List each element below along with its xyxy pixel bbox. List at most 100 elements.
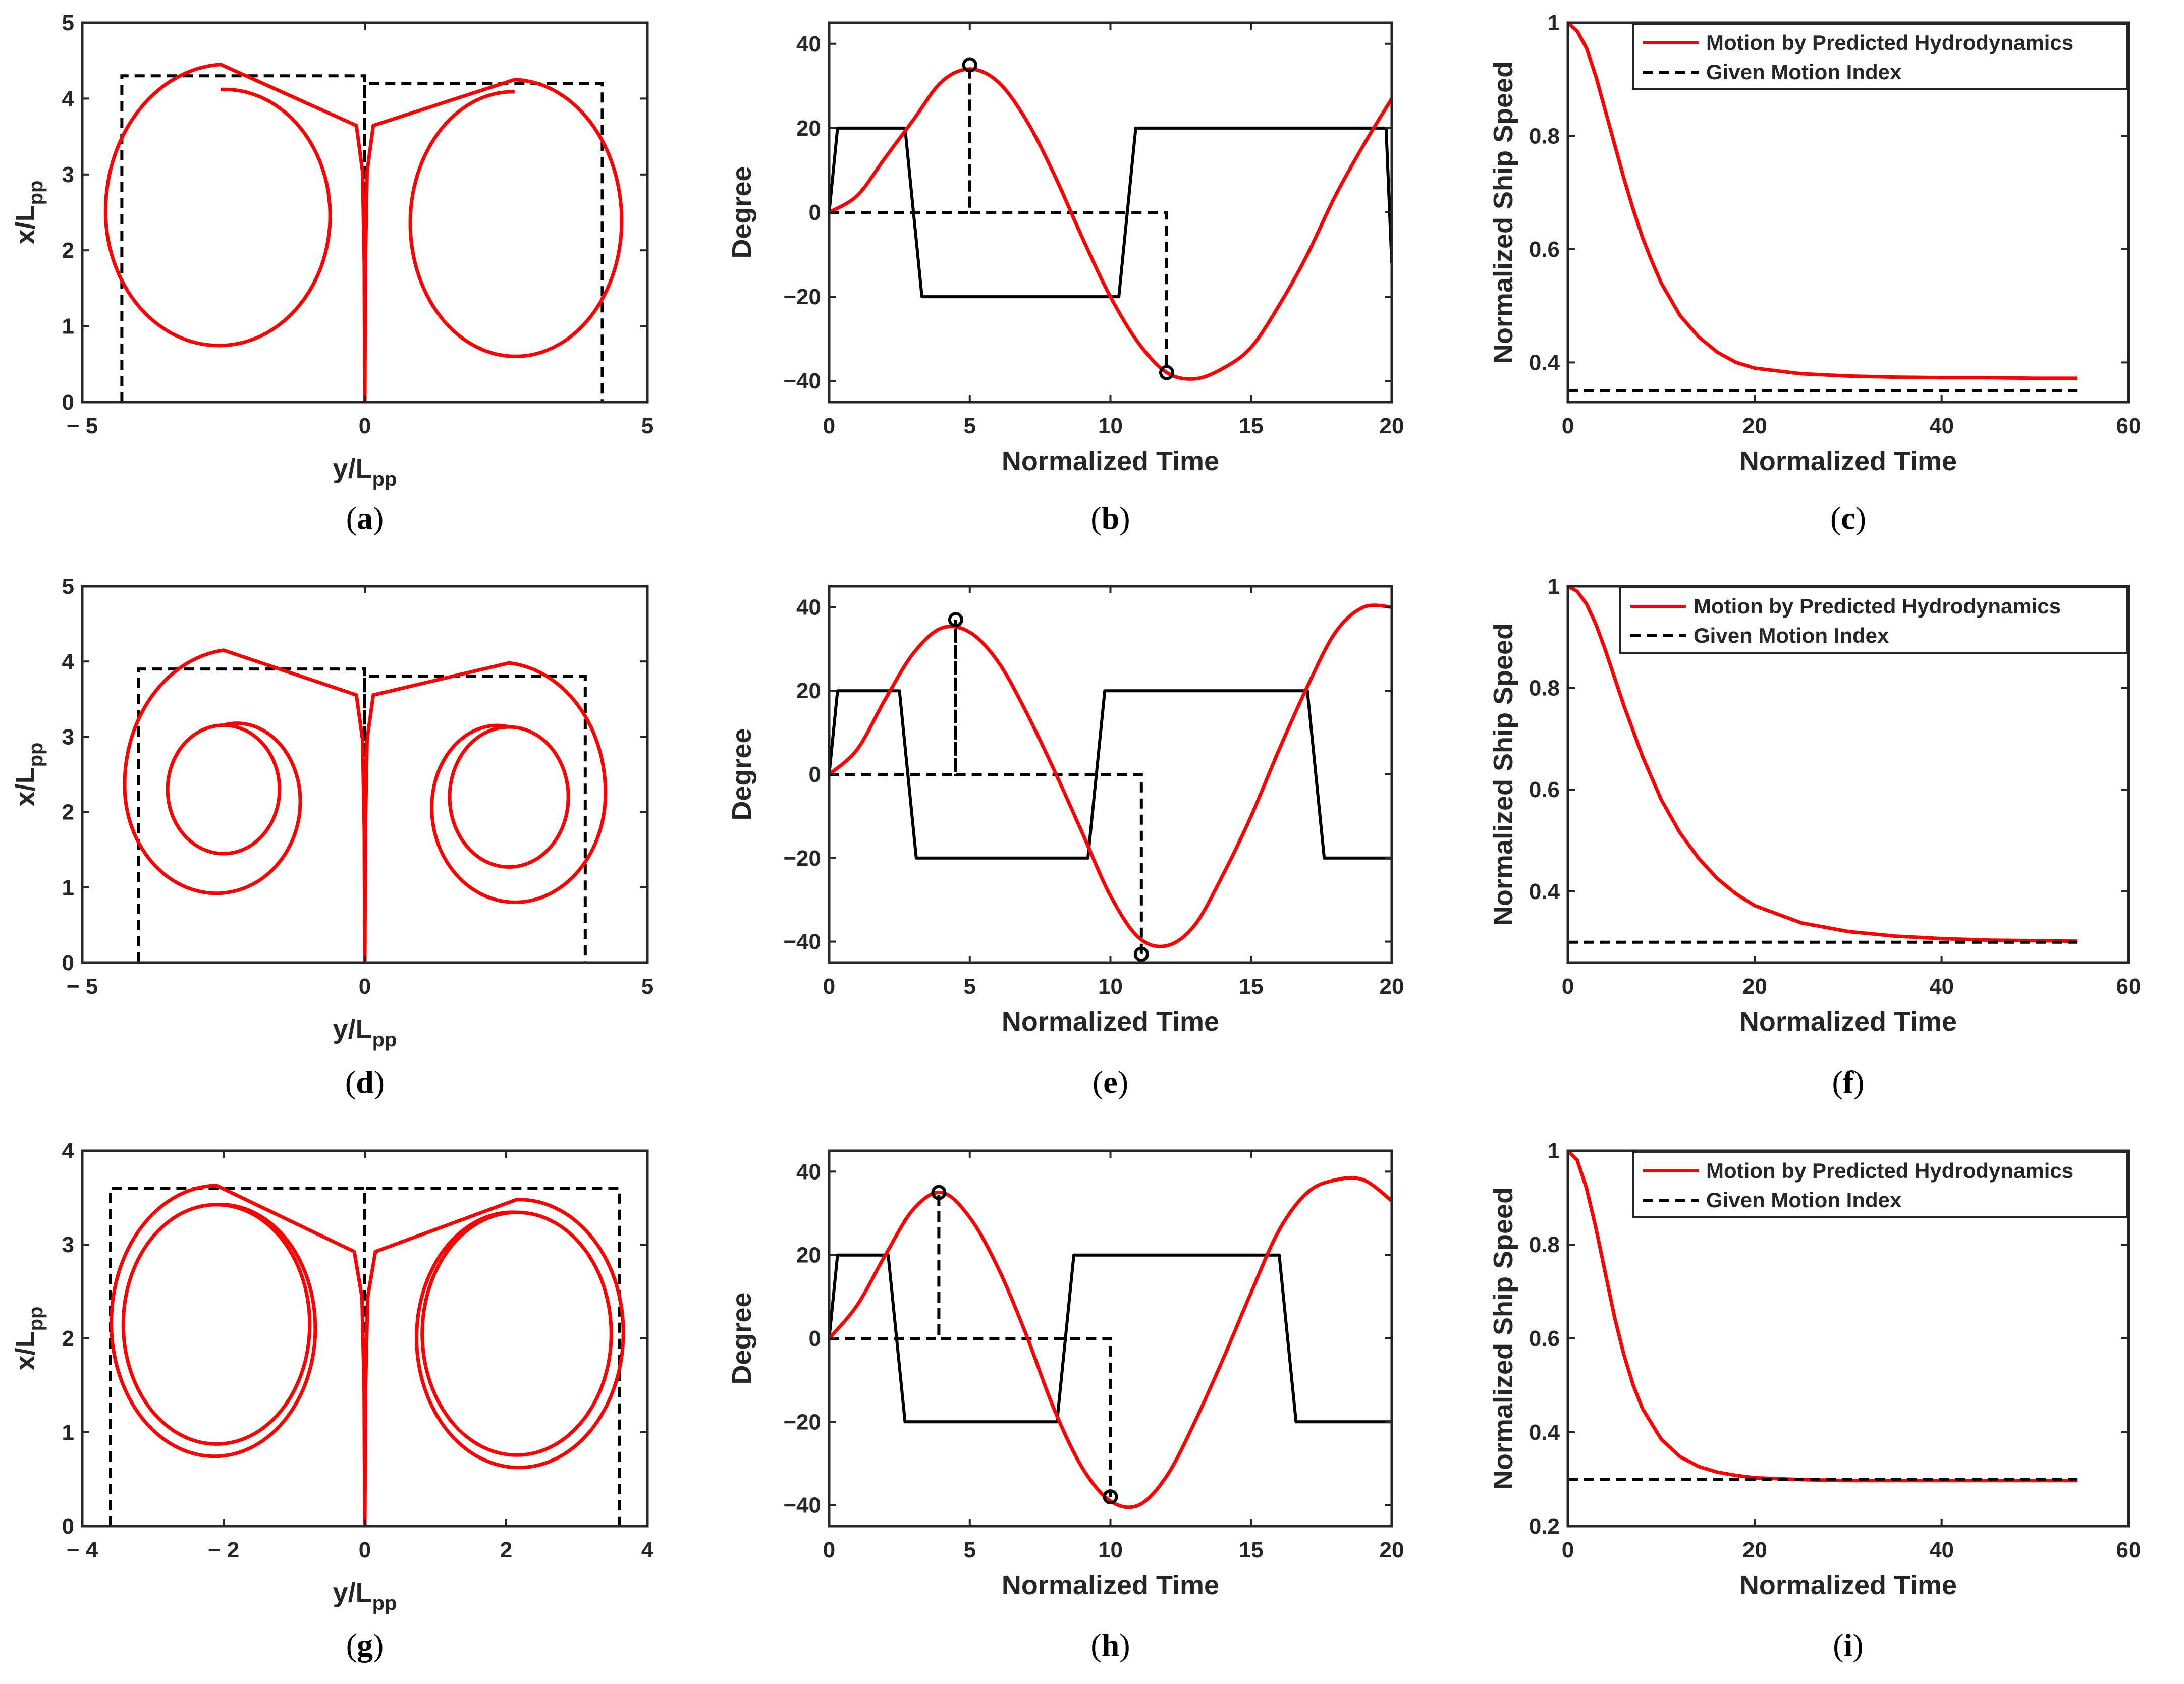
panel-label-open: ( — [346, 500, 357, 536]
panel-label-open: ( — [1090, 500, 1101, 536]
axes-frame — [1566, 1149, 2130, 1528]
x-tick-label: 0 — [823, 414, 835, 438]
y-axis-label: Degree — [727, 728, 757, 820]
x-axis-label-sub: pp — [372, 468, 397, 490]
x-tick-label: 20 — [1742, 1538, 1767, 1562]
chart-panel-h: 0 5 10 15 20 −40 −20 0 20 40 Normalized Time Degree… — [727, 1149, 1404, 1663]
panel-label: (d) — [345, 1064, 385, 1100]
plot-area — [829, 1176, 1392, 1509]
y-tick-label: 0 — [62, 1514, 74, 1539]
y-tick-label: 20 — [796, 1243, 821, 1268]
panel-label: (a) — [346, 500, 384, 536]
panel-label-letter: i — [1844, 1627, 1853, 1663]
x-axis-label-sub: pp — [372, 1592, 397, 1614]
y-tick-label: −40 — [783, 1493, 821, 1518]
panel-label-letter: h — [1102, 1627, 1120, 1663]
x-tick-label: 40 — [1929, 414, 1954, 438]
panel-label-open: ( — [1093, 1064, 1103, 1100]
plot-area — [829, 65, 1392, 381]
panel-label: (b) — [1090, 500, 1130, 536]
axes-frame — [81, 21, 649, 404]
y-axis-label: Normalized Ship Speed — [1488, 61, 1518, 364]
y-tick-label: 0.4 — [1529, 1420, 1560, 1445]
axes-frame — [828, 585, 1393, 964]
plot-area — [1568, 1151, 2078, 1483]
panel-label-close: ) — [1119, 500, 1130, 536]
x-tick-label: 5 — [964, 1538, 976, 1562]
panel-label-open: ( — [345, 1064, 356, 1100]
y-tick-label: 20 — [796, 679, 821, 703]
panel-label-letter: f — [1843, 1064, 1854, 1100]
y-tick-label: 3 — [62, 1232, 74, 1257]
chart-panel-c: 0 20 40 60 0.4 0.6 0.8 1 Motion by Predicted Hyd… — [1488, 11, 2141, 536]
y-tick-label: 40 — [796, 595, 821, 620]
y-tick-label: 0 — [809, 200, 821, 225]
x-tick-label: 5 — [964, 414, 976, 438]
y-tick-label: 0 — [62, 950, 74, 975]
axes-frame — [828, 21, 1393, 404]
panel-label: (g) — [346, 1627, 384, 1663]
y-axis-label: Normalized Ship Speed — [1488, 1187, 1518, 1490]
chart-panel-f: 0 20 40 60 0.4 0.6 0.8 1 Motion by Predicted Hyd… — [1488, 574, 2141, 1100]
x-tick-label: 0 — [823, 1538, 835, 1562]
x-tick-label: 40 — [1929, 974, 1954, 999]
panel-label-close: ) — [1852, 1627, 1863, 1663]
y-tick-label: 4 — [62, 649, 75, 674]
legend-label: Motion by Predicted Hydrodynamics — [1706, 31, 2073, 54]
x-tick-label: 60 — [2116, 1538, 2141, 1562]
y-tick-label: 2 — [62, 1326, 74, 1351]
y-axis-label: x/Lpp — [10, 1307, 47, 1371]
rudder-angle-line — [829, 1253, 1392, 1424]
panel-label-letter: g — [357, 1627, 373, 1663]
index-boundary-line — [363, 82, 604, 402]
axes-frame — [828, 1149, 1393, 1528]
plot-area — [1568, 23, 2078, 392]
y-tick-label: 0 — [62, 390, 74, 415]
legend-box — [1619, 586, 2128, 654]
panel-label-letter: d — [356, 1064, 374, 1100]
heading-angle-line — [829, 67, 1392, 381]
x-tick-label: 15 — [1239, 974, 1264, 999]
x-tick-label: 4 — [641, 1538, 654, 1562]
x-tick-label: 60 — [2116, 974, 2141, 999]
x-tick-label: 20 — [1742, 974, 1767, 999]
chart-panel-b: 0 5 10 15 20 −40 −20 0 20 40 Normalized Time Degree… — [727, 21, 1404, 536]
legend-label: Given Motion Index — [1706, 1188, 1902, 1212]
x-tick-label: − 5 — [67, 974, 98, 999]
panel-label-open: ( — [1832, 1064, 1843, 1100]
y-tick-label: −20 — [783, 285, 821, 309]
peak-marker — [1159, 365, 1174, 380]
panel-label-close: ) — [1853, 1064, 1864, 1100]
legend-label: Given Motion Index — [1694, 624, 1889, 647]
x-axis-label: y/Lpp — [333, 454, 397, 490]
y-tick-label: 2 — [62, 800, 74, 825]
x-axis-label: Normalized Time — [1002, 1006, 1219, 1037]
x-tick-label: 10 — [1098, 974, 1123, 999]
legend-label: Motion by Predicted Hydrodynamics — [1706, 1159, 2073, 1183]
axes-frame — [81, 1149, 649, 1528]
y-tick-label: −40 — [783, 369, 821, 394]
panel-label-close: ) — [374, 1064, 385, 1100]
y-tick-label: 2 — [62, 238, 74, 263]
peak-marker — [1133, 946, 1149, 962]
y-axis-label-sub: pp — [25, 743, 47, 767]
x-axis-label: Normalized Time — [1739, 1570, 1957, 1600]
y-tick-label: 0 — [809, 1326, 821, 1351]
panel-label: (h) — [1090, 1627, 1130, 1663]
trajectory-line — [103, 63, 367, 402]
y-tick-label: −20 — [783, 846, 821, 871]
index-line — [829, 1192, 1112, 1497]
x-tick-label: 20 — [1380, 1538, 1404, 1562]
panel-label-close: ) — [1119, 1627, 1130, 1663]
y-tick-label: 5 — [62, 11, 74, 35]
y-axis-label-group: x/Lpp — [10, 743, 47, 807]
trajectory-line — [363, 78, 624, 402]
y-tick-label: 1 — [62, 875, 74, 900]
y-tick-label: 0.6 — [1529, 1326, 1560, 1351]
trajectory-line — [110, 1184, 367, 1526]
y-axis-label-main: x/L — [10, 1331, 40, 1370]
trajectory-line — [363, 661, 608, 963]
y-axis-label-main: x/L — [10, 767, 40, 806]
axes-frame — [81, 585, 649, 964]
